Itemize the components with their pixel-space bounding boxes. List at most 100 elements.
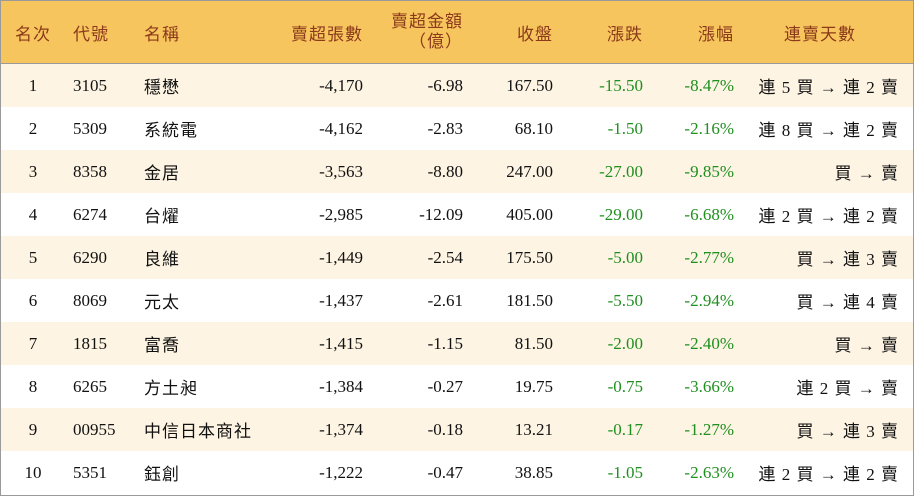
cell-change: -15.50 bbox=[599, 75, 643, 95]
cell-percent: -2.63% bbox=[684, 462, 734, 482]
header-code: 代號 bbox=[73, 24, 109, 44]
cell-rank: 2 bbox=[28, 118, 38, 138]
header-amount-line1: 賣超金額 bbox=[391, 12, 463, 31]
cell-amount: -8.80 bbox=[427, 161, 463, 181]
cell-volume: -1,415 bbox=[319, 333, 363, 353]
cell-code: 8069 bbox=[73, 290, 107, 310]
table-row: 7 1815 富喬 -1,415 -1.15 81.50 -2.00 -2.40% 買 → 賣 bbox=[1, 322, 913, 365]
cell-name: 穩懋 bbox=[144, 78, 180, 97]
cell-rank: 10 bbox=[24, 462, 42, 482]
cell-days: 連 2 買 → 連 2 賣 bbox=[758, 207, 899, 226]
cell-percent: -8.47% bbox=[684, 75, 734, 95]
cell-close: 181.50 bbox=[506, 290, 553, 310]
cell-rank: 6 bbox=[28, 290, 38, 310]
cell-volume: -1,384 bbox=[319, 376, 363, 396]
cell-name: 元太 bbox=[144, 293, 180, 312]
cell-close: 247.00 bbox=[506, 161, 553, 181]
header-amount: 賣超金額 （億） bbox=[373, 1, 463, 63]
cell-rank: 1 bbox=[28, 75, 38, 95]
cell-volume: -4,170 bbox=[319, 75, 363, 95]
cell-change: -2.00 bbox=[607, 333, 643, 353]
cell-code: 5309 bbox=[73, 118, 107, 138]
cell-amount: -12.09 bbox=[419, 204, 463, 224]
cell-change: -0.75 bbox=[607, 376, 643, 396]
table-row: 10 5351 鈺創 -1,222 -0.47 38.85 -1.05 -2.63% 連 2 買… bbox=[1, 451, 913, 494]
cell-percent: -2.40% bbox=[684, 333, 734, 353]
cell-rank: 7 bbox=[28, 333, 38, 353]
cell-name: 富喬 bbox=[144, 336, 180, 355]
cell-name: 金居 bbox=[144, 164, 180, 183]
cell-code: 6265 bbox=[73, 376, 107, 396]
cell-rank: 9 bbox=[28, 419, 38, 439]
cell-change: -29.00 bbox=[599, 204, 643, 224]
table-row: 6 8069 元太 -1,437 -2.61 181.50 -5.50 -2.94% 買 → 連… bbox=[1, 279, 913, 322]
cell-volume: -1,222 bbox=[319, 462, 363, 482]
header-days: 連賣天數 bbox=[784, 24, 856, 44]
cell-rank: 8 bbox=[28, 376, 38, 396]
cell-code: 6274 bbox=[73, 204, 107, 224]
cell-code: 3105 bbox=[73, 75, 107, 95]
header-change: 漲跌 bbox=[607, 24, 643, 44]
table-header: 名次 代號 名稱 賣超張數 賣超金額 （億） 收盤 漲跌 漲幅 連賣天數 bbox=[1, 1, 913, 64]
cell-days: 買 → 連 4 賣 bbox=[796, 293, 899, 312]
cell-volume: -1,437 bbox=[319, 290, 363, 310]
table-row: 2 5309 系統電 -4,162 -2.83 68.10 -1.50 -2.16% 連 8 買… bbox=[1, 107, 913, 150]
cell-amount: -2.61 bbox=[427, 290, 463, 310]
cell-code: 00955 bbox=[73, 419, 116, 439]
cell-name: 方土昶 bbox=[144, 379, 198, 398]
cell-volume: -3,563 bbox=[319, 161, 363, 181]
cell-percent: -9.85% bbox=[684, 161, 734, 181]
cell-close: 13.21 bbox=[514, 419, 553, 439]
cell-rank: 3 bbox=[28, 161, 38, 181]
cell-amount: -0.47 bbox=[427, 462, 463, 482]
cell-name: 中信日本商社 bbox=[144, 422, 252, 441]
cell-amount: -6.98 bbox=[427, 75, 463, 95]
cell-days: 買 → 連 3 賣 bbox=[796, 422, 899, 441]
cell-code: 5351 bbox=[73, 462, 107, 482]
cell-close: 405.00 bbox=[506, 204, 553, 224]
cell-days: 連 8 買 → 連 2 賣 bbox=[758, 121, 899, 140]
cell-close: 175.50 bbox=[506, 247, 553, 267]
cell-volume: -4,162 bbox=[319, 118, 363, 138]
cell-amount: -1.15 bbox=[427, 333, 463, 353]
cell-days: 買 → 賣 bbox=[834, 336, 899, 355]
cell-volume: -1,449 bbox=[319, 247, 363, 267]
header-rank: 名次 bbox=[15, 24, 51, 44]
cell-percent: -2.16% bbox=[684, 118, 734, 138]
cell-percent: -1.27% bbox=[684, 419, 734, 439]
cell-rank: 5 bbox=[28, 247, 38, 267]
cell-code: 8358 bbox=[73, 161, 107, 181]
cell-change: -5.00 bbox=[607, 247, 643, 267]
table-row: 1 3105 穩懋 -4,170 -6.98 167.50 -15.50 -8.47% 連 5 … bbox=[1, 64, 913, 107]
header-percent: 漲幅 bbox=[698, 24, 734, 44]
cell-name: 鈺創 bbox=[144, 465, 180, 484]
cell-days: 連 5 買 → 連 2 賣 bbox=[758, 78, 899, 97]
cell-close: 38.85 bbox=[514, 462, 553, 482]
cell-volume: -2,985 bbox=[319, 204, 363, 224]
header-amount-line2: （億） bbox=[409, 32, 463, 51]
cell-code: 6290 bbox=[73, 247, 107, 267]
table-row: 9 00955 中信日本商社 -1,374 -0.18 13.21 -0.17 -1.27% 買… bbox=[1, 408, 913, 451]
table-row: 5 6290 良維 -1,449 -2.54 175.50 -5.00 -2.77% 買 → 連… bbox=[1, 236, 913, 279]
cell-rank: 4 bbox=[28, 204, 38, 224]
cell-name: 良維 bbox=[144, 250, 180, 269]
header-name: 名稱 bbox=[144, 24, 180, 44]
cell-amount: -0.27 bbox=[427, 376, 463, 396]
cell-amount: -2.83 bbox=[427, 118, 463, 138]
cell-percent: -3.66% bbox=[684, 376, 734, 396]
cell-change: -5.50 bbox=[607, 290, 643, 310]
cell-close: 19.75 bbox=[514, 376, 553, 396]
cell-change: -27.00 bbox=[599, 161, 643, 181]
cell-days: 買 → 連 3 賣 bbox=[796, 250, 899, 269]
cell-name: 台燿 bbox=[144, 207, 180, 226]
cell-change: -0.17 bbox=[607, 419, 643, 439]
cell-percent: -2.77% bbox=[684, 247, 734, 267]
cell-days: 連 2 買 → 賣 bbox=[796, 379, 899, 398]
cell-percent: -2.94% bbox=[684, 290, 734, 310]
cell-percent: -6.68% bbox=[684, 204, 734, 224]
cell-days: 買 → 賣 bbox=[834, 164, 899, 183]
cell-change: -1.50 bbox=[607, 118, 643, 138]
cell-name: 系統電 bbox=[144, 121, 198, 140]
cell-days: 連 2 買 → 連 2 賣 bbox=[758, 465, 899, 484]
